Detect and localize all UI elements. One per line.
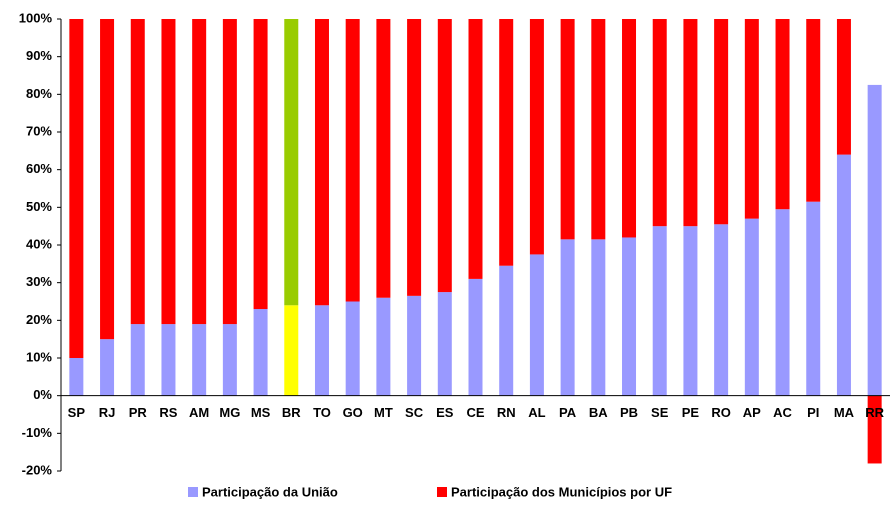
bar-segment bbox=[775, 209, 790, 396]
y-tick-label: 70% bbox=[26, 123, 52, 138]
bar-segment bbox=[683, 19, 698, 227]
y-tick-label: 60% bbox=[26, 161, 52, 176]
bar-segment bbox=[345, 19, 360, 302]
bar-segment bbox=[161, 19, 176, 325]
bar-segment bbox=[222, 324, 237, 396]
bar-segment bbox=[345, 301, 360, 396]
y-tick-label: 0% bbox=[33, 387, 52, 402]
bar-segment bbox=[222, 19, 237, 325]
x-tick-label: BA bbox=[589, 405, 608, 420]
bar-segment bbox=[499, 265, 514, 396]
y-tick-label: -10% bbox=[22, 425, 53, 440]
bar-segment bbox=[591, 19, 606, 240]
bar-segment bbox=[253, 309, 268, 396]
bar-segment bbox=[652, 19, 667, 227]
bar-segment bbox=[867, 84, 882, 396]
bar-segment bbox=[314, 19, 329, 306]
bar-segment bbox=[560, 19, 575, 240]
y-tick-label: 40% bbox=[26, 236, 52, 251]
bar-segment bbox=[407, 295, 422, 396]
legend-label: Participação da União bbox=[202, 484, 338, 499]
bar-segment bbox=[714, 19, 729, 225]
bar-segment bbox=[69, 358, 84, 396]
legend-swatch bbox=[188, 487, 198, 497]
x-tick-label: MG bbox=[219, 405, 240, 420]
x-tick-label: TO bbox=[313, 405, 331, 420]
bar-segment bbox=[130, 19, 145, 325]
bar-segment bbox=[836, 19, 851, 155]
bar-segment bbox=[499, 19, 514, 266]
bar-segment bbox=[622, 19, 637, 238]
bar-segment bbox=[714, 224, 729, 396]
bar-segment bbox=[529, 19, 544, 255]
bar-segment bbox=[560, 239, 575, 396]
x-tick-label: SP bbox=[68, 405, 86, 420]
bar-segment bbox=[253, 19, 268, 310]
y-tick-label: 80% bbox=[26, 86, 52, 101]
x-tick-label: CE bbox=[466, 405, 484, 420]
x-tick-label: GO bbox=[343, 405, 363, 420]
bar-segment bbox=[284, 19, 299, 306]
bar-segment bbox=[376, 297, 391, 396]
bar-segment bbox=[161, 324, 176, 396]
x-tick-label: MT bbox=[374, 405, 393, 420]
y-tick-label: -20% bbox=[22, 462, 53, 477]
x-tick-label: PA bbox=[559, 405, 577, 420]
x-tick-label: ES bbox=[436, 405, 454, 420]
x-tick-label: PE bbox=[682, 405, 700, 420]
bar-segment bbox=[407, 19, 422, 296]
bar-segment bbox=[744, 19, 759, 219]
bar-segment bbox=[622, 237, 637, 396]
y-tick-label: 10% bbox=[26, 349, 52, 364]
bar-segment bbox=[591, 239, 606, 396]
legend-swatch bbox=[437, 487, 447, 497]
y-tick-label: 20% bbox=[26, 312, 52, 327]
x-tick-label: BR bbox=[282, 405, 301, 420]
y-tick-label: 90% bbox=[26, 48, 52, 63]
x-tick-label: RO bbox=[711, 405, 731, 420]
bar-segment bbox=[100, 19, 115, 340]
bar-segment bbox=[192, 324, 207, 396]
bar-segment bbox=[468, 19, 483, 279]
bar-segment bbox=[468, 278, 483, 396]
x-tick-label: AL bbox=[528, 405, 545, 420]
bar-segment bbox=[69, 19, 84, 358]
x-tick-label: RR bbox=[865, 405, 884, 420]
x-tick-label: RS bbox=[159, 405, 177, 420]
x-tick-label: PI bbox=[807, 405, 819, 420]
bar-segment bbox=[683, 226, 698, 396]
bar-segment bbox=[376, 19, 391, 298]
bar-segment bbox=[744, 218, 759, 396]
y-tick-label: 50% bbox=[26, 199, 52, 214]
bar-segment bbox=[775, 19, 790, 210]
x-tick-label: MA bbox=[834, 405, 855, 420]
bar-segment bbox=[100, 339, 115, 396]
x-tick-label: RJ bbox=[99, 405, 116, 420]
x-tick-label: AM bbox=[189, 405, 209, 420]
x-tick-label: AP bbox=[743, 405, 761, 420]
x-tick-label: AC bbox=[773, 405, 792, 420]
x-tick-label: SE bbox=[651, 405, 669, 420]
bar-segment bbox=[836, 154, 851, 396]
bar-segment bbox=[130, 324, 145, 396]
y-tick-label: 30% bbox=[26, 274, 52, 289]
bar-segment bbox=[652, 226, 667, 396]
x-tick-label: PR bbox=[129, 405, 148, 420]
bar-segment bbox=[284, 305, 299, 396]
bar-segment bbox=[867, 395, 882, 464]
bar-segment bbox=[806, 19, 821, 202]
bar-segment bbox=[314, 305, 329, 396]
bar-segment bbox=[437, 292, 452, 396]
legend-label: Participação dos Municípios por UF bbox=[451, 484, 672, 499]
x-tick-label: PB bbox=[620, 405, 638, 420]
y-tick-label: 100% bbox=[19, 10, 53, 25]
bar-segment bbox=[529, 254, 544, 396]
x-tick-label: MS bbox=[251, 405, 271, 420]
x-tick-label: RN bbox=[497, 405, 516, 420]
x-tick-label: SC bbox=[405, 405, 424, 420]
bar-segment bbox=[192, 19, 207, 325]
bar-segment bbox=[437, 19, 452, 293]
bar-segment bbox=[806, 201, 821, 396]
